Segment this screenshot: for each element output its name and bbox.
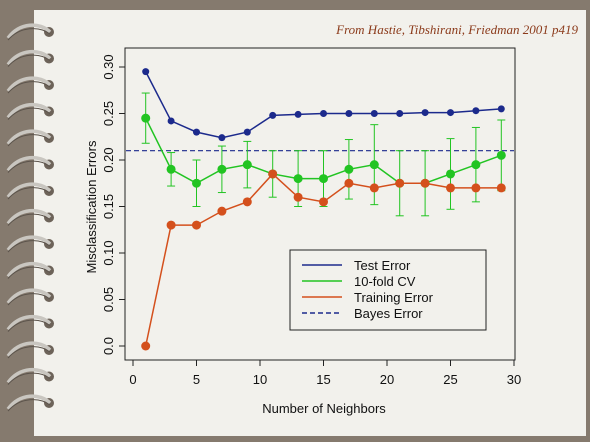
point	[167, 221, 176, 230]
point	[217, 207, 226, 216]
point	[498, 105, 505, 112]
legend-label: Bayes Error	[354, 306, 423, 321]
point	[218, 134, 225, 141]
point	[395, 179, 404, 188]
point	[295, 111, 302, 118]
legend-label: Test Error	[354, 258, 411, 273]
point	[167, 165, 176, 174]
slide	[34, 10, 586, 436]
point	[472, 107, 479, 114]
chart: From Hastie, Tibshirani, Friedman 2001 p…	[0, 0, 590, 442]
point	[192, 179, 201, 188]
x-tick-label: 20	[380, 372, 394, 387]
point	[446, 169, 455, 178]
point	[497, 183, 506, 192]
y-axis-label: Misclassification Errors	[84, 140, 99, 273]
point	[243, 197, 252, 206]
legend-label: 10-fold CV	[354, 274, 416, 289]
point	[294, 174, 303, 183]
point	[447, 109, 454, 116]
x-tick-label: 30	[507, 372, 521, 387]
point	[471, 160, 480, 169]
x-tick-label: 5	[193, 372, 200, 387]
annotation: From Hastie, Tibshirani, Friedman 2001 p…	[335, 22, 578, 37]
point	[446, 183, 455, 192]
point	[319, 197, 328, 206]
point	[471, 183, 480, 192]
point	[142, 68, 149, 75]
point	[294, 193, 303, 202]
point	[422, 109, 429, 116]
y-tick-label: 0.20	[101, 147, 116, 172]
point	[421, 179, 430, 188]
x-tick-label: 10	[253, 372, 267, 387]
page: From Hastie, Tibshirani, Friedman 2001 p…	[0, 0, 590, 447]
point	[141, 342, 150, 351]
y-tick-label: 0.25	[101, 101, 116, 126]
y-tick-label: 0.10	[101, 240, 116, 265]
point	[396, 110, 403, 117]
point	[320, 110, 327, 117]
point	[497, 151, 506, 160]
point	[243, 160, 252, 169]
x-tick-label: 15	[316, 372, 330, 387]
y-tick-label: 0.15	[101, 194, 116, 219]
x-axis-label: Number of Neighbors	[262, 401, 386, 416]
point	[168, 117, 175, 124]
y-tick-label: 0.05	[101, 287, 116, 312]
y-tick-label: 0.30	[101, 54, 116, 79]
x-tick-label: 25	[443, 372, 457, 387]
point	[319, 174, 328, 183]
point	[244, 129, 251, 136]
point	[268, 169, 277, 178]
point	[345, 110, 352, 117]
point	[371, 110, 378, 117]
point	[193, 129, 200, 136]
point	[217, 165, 226, 174]
point	[344, 179, 353, 188]
point	[344, 165, 353, 174]
x-tick-label: 0	[129, 372, 136, 387]
point	[370, 160, 379, 169]
point	[141, 114, 150, 123]
point	[269, 112, 276, 119]
point	[192, 221, 201, 230]
point	[370, 183, 379, 192]
y-tick-label: 0.0	[101, 337, 116, 355]
legend-label: Training Error	[354, 290, 434, 305]
